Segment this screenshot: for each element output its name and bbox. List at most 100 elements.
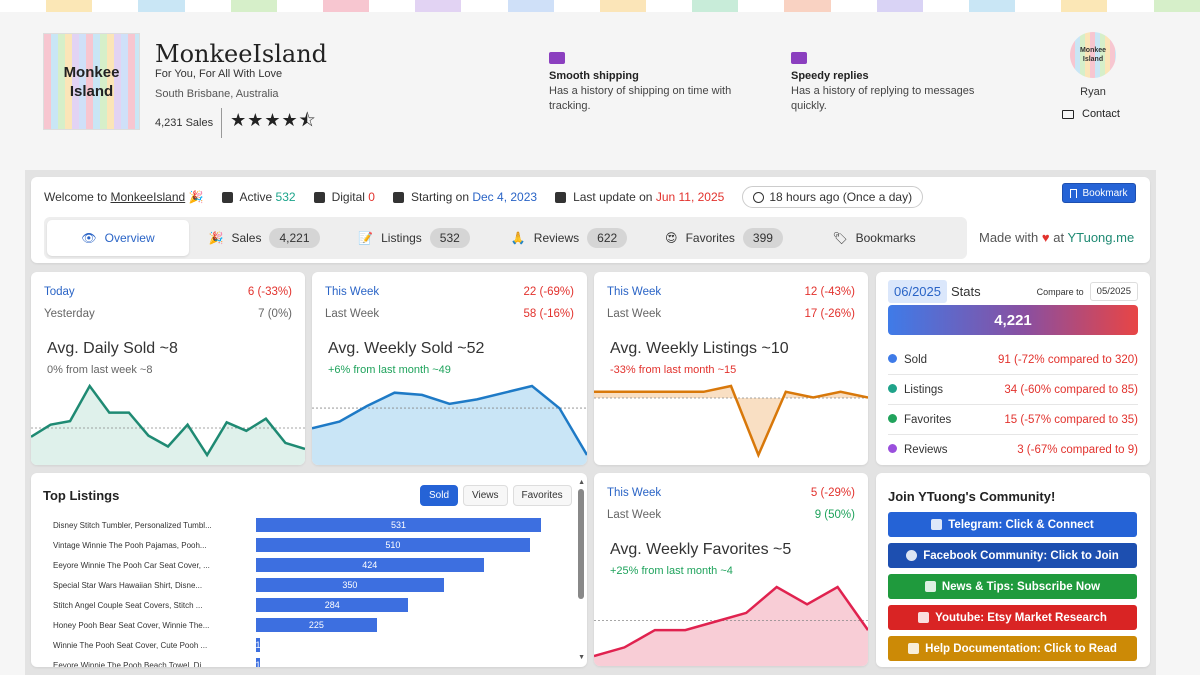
tab-bar: 👁 Overview 🎉 Sales 4,221 📝 Listings 532 … xyxy=(44,217,967,259)
sparkline-area xyxy=(594,587,868,666)
tag-icon: 🏷 xyxy=(832,231,848,245)
feature-replies: Speedy replies Has a history of replying… xyxy=(791,52,1001,114)
tab-reviews[interactable]: 🙏 Reviews 622 xyxy=(489,220,649,256)
filter-views-button[interactable]: Views xyxy=(463,485,508,506)
listing-bar: 284 xyxy=(256,598,409,612)
metric-subtitle: +25% from last month ~4 xyxy=(610,565,733,577)
stat-row-listings: Listings 34 (-60% compared to 85) xyxy=(888,375,1138,405)
help-docs-button[interactable]: Help Documentation: Click to Read xyxy=(888,636,1137,661)
period-label: Last Week xyxy=(607,308,662,320)
image-icon xyxy=(313,191,325,203)
card-daily-sold: Today 6 (-33%) Yesterday 7 (0%) Avg. Daily S… xyxy=(31,272,305,465)
shop-tagline: For You, For All With Love xyxy=(155,68,283,80)
listing-row[interactable]: Stitch Angel Couple Seat Covers, Stitch … xyxy=(53,597,553,613)
truck-icon xyxy=(549,52,565,64)
welcome-text: Welcome to MonkeeIsland 🎉 xyxy=(44,190,204,204)
stripe xyxy=(322,0,370,12)
rating-stars-icon: ★★★★⯪ xyxy=(221,108,317,138)
listing-row[interactable]: Special Star Wars Hawaiian Shirt, Disne.… xyxy=(53,577,553,593)
active-listings: Active 532 xyxy=(221,190,296,204)
previous-period: Last Week 17 (-26%) xyxy=(607,308,855,320)
shop-name: MonkeeIsland xyxy=(155,40,328,68)
calendar-icon xyxy=(392,191,404,203)
start-date: Starting on Dec 4, 2023 xyxy=(392,190,537,204)
hands-icon: 🙏 xyxy=(510,231,526,245)
scrollbar-thumb[interactable] xyxy=(578,489,584,599)
stripe xyxy=(184,0,231,12)
shop-header: Monkee Island MonkeeIsland For You, For A… xyxy=(0,12,1200,170)
period-value: 58 (-16%) xyxy=(523,308,575,320)
facebook-button[interactable]: Facebook Community: Click to Join xyxy=(888,543,1137,568)
bookmark-button[interactable]: Bookmark xyxy=(1062,183,1136,203)
stripe xyxy=(968,0,1016,12)
listing-row[interactable]: Disney Stitch Tumbler, Personalized Tumb… xyxy=(53,517,553,533)
scroll-up-icon[interactable]: ▲ xyxy=(578,479,585,486)
card-weekly-sold: This Week 22 (-69%) Last Week 58 (-16%) Avg.… xyxy=(312,272,587,465)
listing-row[interactable]: Honey Pooh Bear Seat Cover, Winnie The..… xyxy=(53,617,553,633)
tab-sales[interactable]: 🎉 Sales 4,221 xyxy=(189,220,339,256)
eye-icon: 👁 xyxy=(81,231,97,245)
tab-favorites[interactable]: 😍 Favorites 399 xyxy=(649,220,799,256)
feature-desc: Has a history of replying to messages qu… xyxy=(791,85,975,112)
stripe xyxy=(138,0,185,12)
card-weekly-listings: This Week 12 (-43%) Last Week 17 (-26%) Avg.… xyxy=(594,272,868,465)
sparkline-area xyxy=(594,386,868,455)
sparkline-chart xyxy=(31,383,305,465)
sparkline-line xyxy=(31,383,305,458)
youtube-button[interactable]: Youtube: Etsy Market Research xyxy=(888,605,1137,630)
listing-name: Vintage Winnie The Pooh Pajamas, Pooh... xyxy=(53,540,207,550)
listing-row[interactable]: Vintage Winnie The Pooh Pajamas, Pooh...… xyxy=(53,537,553,553)
month-selector[interactable]: 06/2025 xyxy=(888,280,947,303)
stripe xyxy=(692,0,739,12)
period-value: 9 (50%) xyxy=(814,509,855,521)
stripe xyxy=(0,0,47,12)
telegram-icon xyxy=(931,519,943,530)
stripe xyxy=(276,0,323,12)
shop-link[interactable]: MonkeeIsland xyxy=(110,190,186,204)
compare-month[interactable]: 05/2025 xyxy=(1089,282,1138,301)
brand-link[interactable]: YTuong.me xyxy=(1067,230,1135,245)
globe-icon xyxy=(906,550,918,561)
listing-row[interactable]: Winnie The Pooh Seat Cover, Cute Pooh ..… xyxy=(53,637,553,653)
telegram-button[interactable]: Telegram: Click & Connect xyxy=(888,512,1137,537)
previous-period: Last Week 9 (50%) xyxy=(607,509,855,521)
filter-favorites-button[interactable]: Favorites xyxy=(512,485,572,506)
scroll-down-icon[interactable]: ▼ xyxy=(578,654,585,661)
period-label: Yesterday xyxy=(44,308,95,320)
dot-icon xyxy=(888,413,897,423)
listing-name: Special Star Wars Hawaiian Shirt, Disne.… xyxy=(53,580,203,590)
contact-link[interactable]: Contact xyxy=(1062,108,1120,120)
listing-bar: 531 xyxy=(256,518,541,532)
owner-name: Ryan xyxy=(1080,86,1106,98)
period-value: 12 (-43%) xyxy=(804,286,856,298)
stripe xyxy=(922,0,969,12)
avatar[interactable]: Monkee Island xyxy=(1070,32,1116,78)
stack-icon xyxy=(221,191,233,203)
sparkline-chart xyxy=(312,384,587,465)
stat-row-reviews: Reviews 3 (-67% compared to 9) xyxy=(888,435,1138,465)
smile-icon: 😍 xyxy=(665,231,678,245)
tab-count: 532 xyxy=(429,228,470,248)
news-button[interactable]: News & Tips: Subscribe Now xyxy=(888,574,1137,599)
listing-row[interactable]: Eeyore Winnie The Pooh Beach Towel, Di..… xyxy=(53,657,553,667)
tab-count: 399 xyxy=(742,228,783,248)
tab-overview[interactable]: 👁 Overview xyxy=(47,220,189,256)
stripe xyxy=(876,0,923,12)
feature-shipping: Smooth shipping Has a history of shippin… xyxy=(549,52,759,114)
dot-icon xyxy=(888,383,897,393)
listing-bar: 225 xyxy=(256,618,377,632)
period-label: This Week xyxy=(325,286,380,298)
top-listings-card: Top Listings Sold Views Favorites Disney… xyxy=(31,473,587,667)
sparkline-chart xyxy=(594,585,868,666)
previous-period: Yesterday 7 (0%) xyxy=(44,308,292,320)
listing-row[interactable]: Eeyore Winnie The Pooh Car Seat Cover, .… xyxy=(53,557,553,573)
tab-count: 4,221 xyxy=(269,228,320,248)
current-period: Today 6 (-33%) xyxy=(44,286,292,298)
filter-sold-button[interactable]: Sold xyxy=(420,485,459,506)
stripe xyxy=(92,0,139,12)
sales-count: 4,231 Sales xyxy=(155,117,214,129)
scrollbar[interactable] xyxy=(578,489,584,667)
stripe xyxy=(46,0,93,12)
tab-listings[interactable]: 📝 Listings 532 xyxy=(339,220,489,256)
tab-bookmarks[interactable]: 🏷 Bookmarks xyxy=(832,231,916,245)
